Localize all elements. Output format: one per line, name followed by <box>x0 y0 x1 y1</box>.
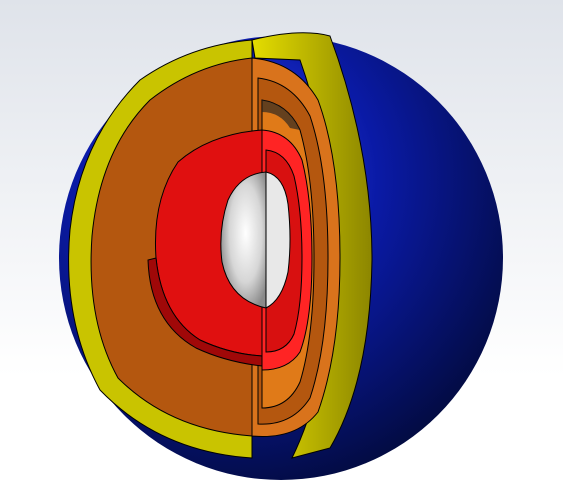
inner-core-back <box>265 171 291 309</box>
cut-edge-shadow <box>262 100 300 130</box>
inner-core-sphere <box>220 171 267 309</box>
